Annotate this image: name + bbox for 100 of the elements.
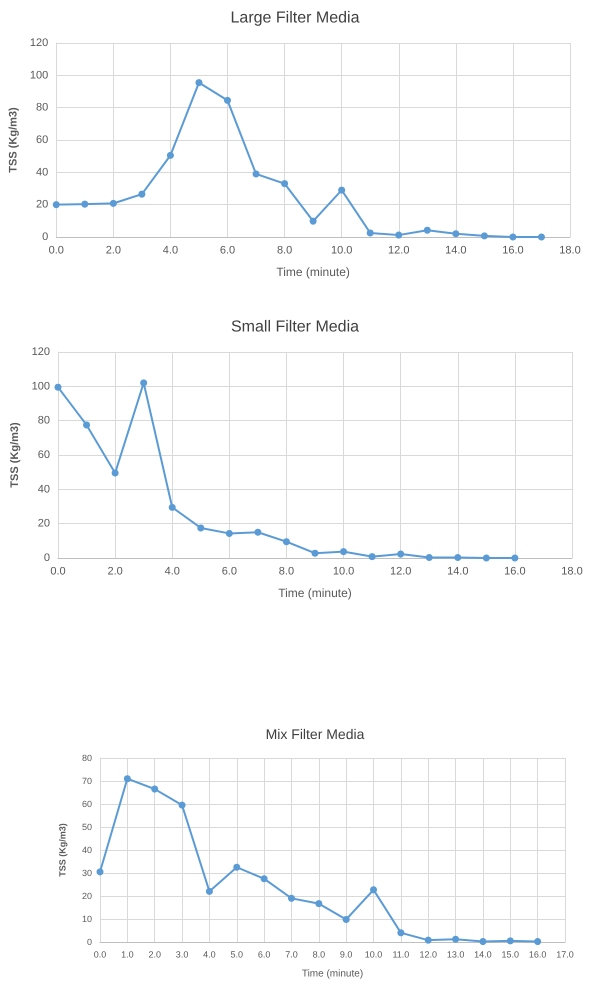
y-tick-label: 80 — [82, 753, 92, 763]
y-tick-label: 50 — [82, 822, 92, 832]
point — [538, 234, 545, 240]
x-tick-label: 8.0 — [276, 244, 292, 256]
x-tick-label: 7.0 — [285, 950, 298, 960]
chart-title: Large Filter Media — [230, 10, 360, 26]
x-tick-label: 16.0 — [504, 566, 526, 578]
x-tick-label: 4.0 — [203, 950, 216, 960]
x-tick-label: 4.0 — [164, 566, 180, 578]
x-tick-label: 6.0 — [222, 566, 237, 578]
y-tick-label: 0 — [42, 231, 48, 243]
point — [424, 936, 432, 944]
point — [254, 528, 262, 536]
y-tick-label: 70 — [82, 776, 92, 786]
point — [96, 868, 104, 876]
point — [83, 421, 90, 428]
point — [342, 916, 350, 923]
x-tick-label: 14.0 — [445, 244, 467, 256]
y-tick-label: 30 — [82, 868, 92, 878]
x-tick-label: 10.0 — [330, 244, 352, 256]
y-axis-title: TSS (Kg/m3) — [58, 823, 68, 877]
x-tick-label: 5.0 — [230, 950, 244, 960]
point — [252, 170, 260, 178]
point — [140, 379, 148, 386]
x-tick-label: 8.0 — [312, 950, 326, 960]
point — [368, 553, 376, 560]
point — [124, 775, 131, 782]
point — [366, 229, 374, 236]
x-tick-label: 4.0 — [162, 244, 178, 256]
point — [424, 226, 431, 234]
chart-title: Small Filter Media — [230, 318, 360, 336]
point — [260, 875, 268, 882]
y-tick-label: 100 — [30, 69, 48, 82]
x-tick-label: 14.0 — [447, 566, 468, 578]
point — [224, 96, 231, 104]
point — [112, 470, 119, 477]
x-tick-label: 15.0 — [502, 950, 520, 960]
x-tick-label: 18.0 — [561, 566, 583, 578]
point — [395, 232, 402, 239]
point — [534, 938, 542, 946]
point — [281, 180, 288, 188]
x-tick-label: 16.0 — [528, 950, 546, 960]
point — [426, 554, 433, 561]
y-tick-label: 80 — [36, 102, 48, 114]
point — [315, 900, 322, 908]
x-tick-label: 12.0 — [388, 244, 410, 256]
y-tick-label: 0 — [86, 937, 92, 947]
point — [197, 524, 204, 532]
point — [479, 938, 486, 946]
y-tick-label: 40 — [38, 483, 50, 496]
x-tick-label: 6.0 — [220, 244, 236, 256]
y-axis-title: TSS (Kg/m3) — [9, 422, 22, 488]
x-tick-label: 0.0 — [50, 566, 66, 578]
x-tick-label: 2.0 — [106, 244, 121, 256]
y-tick-label: 100 — [32, 380, 50, 392]
y-tick-label: 120 — [32, 346, 50, 358]
x-tick-label: 12.0 — [419, 950, 437, 960]
x-tick-label: 12.0 — [390, 566, 412, 578]
x-tick-label: 11.0 — [392, 950, 410, 960]
x-tick-label: 17.0 — [556, 950, 574, 960]
y-tick-label: 20 — [36, 198, 48, 211]
y-tick-label: 20 — [82, 891, 92, 901]
point — [340, 548, 348, 556]
x-tick-label: 9.0 — [340, 950, 352, 960]
point — [511, 554, 518, 562]
x-tick-label: 0.0 — [48, 244, 64, 256]
point — [151, 786, 158, 793]
x-tick-label: 13.0 — [446, 950, 464, 960]
x-tick-label: 1.0 — [121, 950, 134, 960]
y-tick-label: 60 — [36, 134, 48, 146]
y-tick-label: 0 — [44, 552, 50, 564]
y-tick-label: 40 — [82, 845, 92, 855]
x-axis-title: Time (minute) — [302, 968, 364, 980]
x-tick-label: 6.0 — [258, 950, 270, 960]
point — [195, 79, 202, 86]
point — [54, 384, 62, 391]
x-tick-label: 14.0 — [474, 950, 492, 960]
point — [509, 234, 516, 240]
point — [81, 200, 88, 208]
point — [168, 504, 176, 511]
y-tick-label: 10 — [82, 914, 92, 924]
x-tick-label: 3.0 — [176, 950, 188, 960]
point — [226, 530, 233, 537]
chart-title: Mix Filter Media — [266, 726, 365, 742]
y-tick-label: 40 — [36, 166, 48, 178]
point — [166, 152, 174, 159]
point — [454, 554, 462, 561]
point — [452, 936, 460, 943]
point — [397, 550, 404, 558]
y-tick-label: 80 — [38, 414, 50, 427]
point — [370, 886, 378, 894]
point — [233, 864, 240, 871]
x-tick-label: 10.0 — [332, 566, 354, 578]
point — [452, 230, 460, 238]
point — [312, 550, 318, 557]
point — [138, 190, 146, 198]
point — [397, 929, 404, 936]
x-tick-label: 16.0 — [502, 244, 524, 256]
y-tick-label: 120 — [30, 37, 48, 49]
y-tick-label: 60 — [38, 449, 50, 461]
